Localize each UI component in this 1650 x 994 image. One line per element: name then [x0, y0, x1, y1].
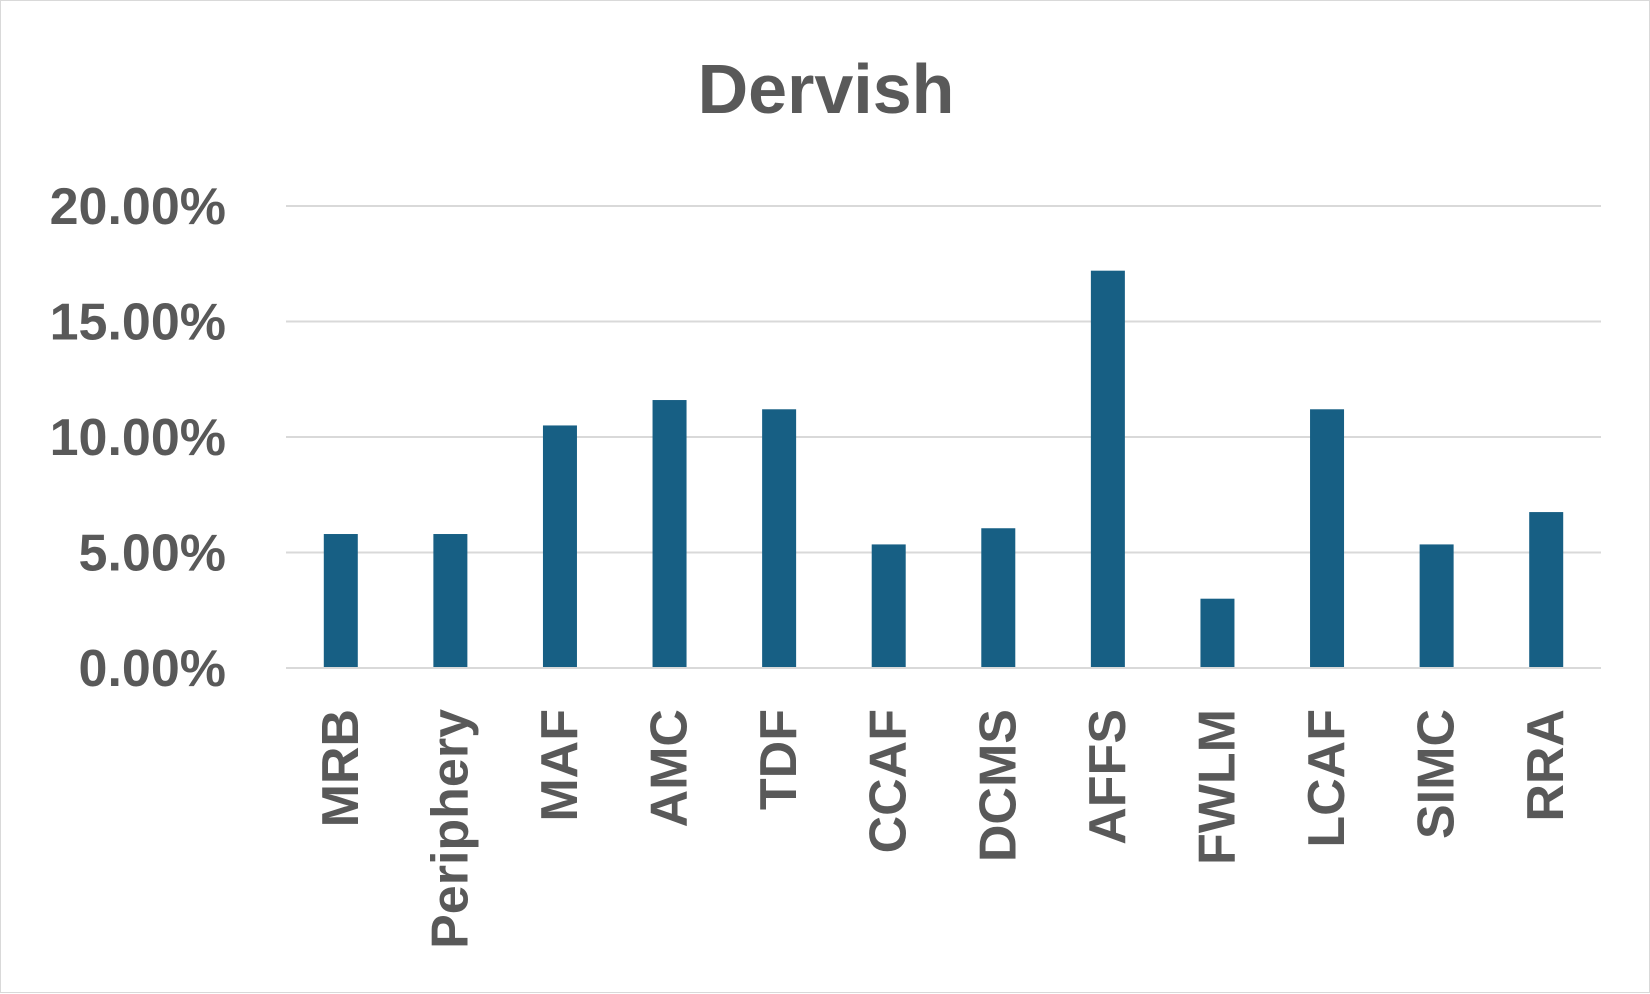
x-category-label: LCAF: [1298, 709, 1356, 848]
x-category-label: MAF: [531, 709, 589, 822]
x-category-label: CCAF: [860, 709, 918, 853]
y-tick-label: 0.00%: [79, 640, 226, 698]
x-category-label: FWLM: [1188, 709, 1246, 865]
bar-dcms: [981, 528, 1016, 668]
x-category-label: AFFS: [1079, 709, 1137, 845]
x-category-label: SIMC: [1408, 709, 1466, 839]
bar-lcaf: [1310, 409, 1345, 668]
bar-fwlm: [1200, 598, 1235, 668]
chart-title: Dervish: [698, 50, 955, 128]
y-tick-label: 20.00%: [50, 178, 226, 236]
y-axis-tick-labels: 0.00% 5.00% 10.00% 15.00% 20.00%: [50, 178, 226, 698]
bar-mrb: [323, 534, 358, 668]
gridlines: [286, 205, 1601, 554]
bar-periphery: [433, 534, 468, 668]
x-category-label: DCMS: [969, 709, 1027, 862]
bar-maf: [542, 425, 577, 668]
x-category-label: AMC: [641, 709, 699, 827]
x-category-label: Periphery: [421, 709, 479, 949]
bar-rra: [1529, 512, 1564, 668]
y-tick-label: 15.00%: [50, 294, 226, 352]
x-category-label: RRA: [1517, 709, 1575, 822]
y-tick-label: 5.00%: [79, 525, 226, 583]
x-category-label: TDF: [750, 709, 808, 810]
x-category-label: MRB: [312, 709, 370, 827]
y-tick-label: 10.00%: [50, 409, 226, 467]
bar-tdf: [762, 409, 797, 668]
bars: [323, 270, 1564, 668]
bar-ccaf: [871, 544, 906, 668]
bar-affs: [1090, 270, 1125, 668]
bar-amc: [652, 400, 687, 668]
bar-simc: [1419, 544, 1454, 668]
x-axis-category-labels: MRB Periphery MAF AMC TDF CCAF DCMS AFFS FWLM LCA…: [312, 709, 1575, 949]
